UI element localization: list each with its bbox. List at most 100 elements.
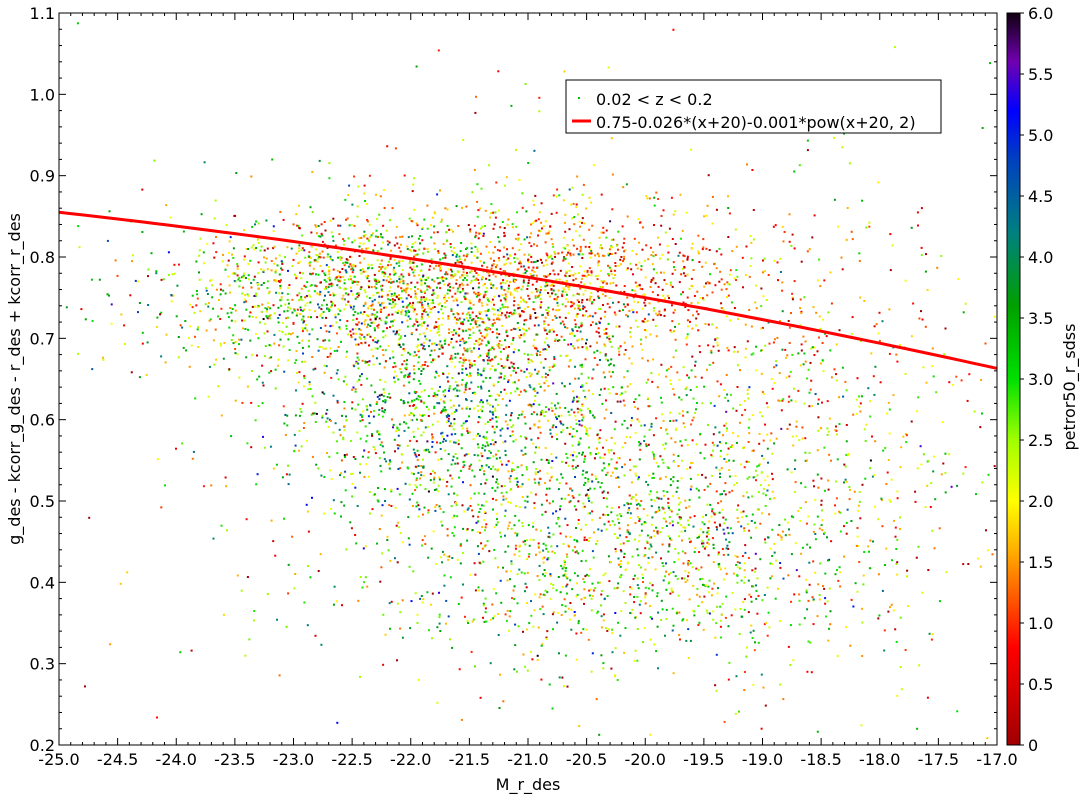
data-point bbox=[395, 330, 398, 333]
data-point bbox=[412, 355, 415, 357]
data-point bbox=[566, 244, 569, 247]
data-point bbox=[323, 512, 326, 515]
data-point bbox=[416, 301, 419, 304]
data-point bbox=[295, 350, 298, 352]
data-point bbox=[423, 449, 426, 452]
data-point bbox=[682, 291, 684, 294]
data-point bbox=[290, 247, 293, 250]
data-point bbox=[377, 487, 380, 489]
data-point bbox=[537, 370, 540, 373]
data-point bbox=[413, 451, 416, 454]
data-point bbox=[242, 274, 245, 277]
data-point bbox=[357, 321, 360, 324]
data-point bbox=[568, 618, 571, 621]
data-point bbox=[416, 265, 419, 268]
data-point bbox=[91, 319, 94, 322]
data-point bbox=[474, 269, 477, 272]
data-point bbox=[324, 274, 327, 277]
data-point bbox=[315, 232, 318, 235]
data-point bbox=[351, 401, 354, 404]
data-point bbox=[315, 225, 318, 228]
data-point bbox=[560, 473, 563, 476]
data-point bbox=[418, 237, 420, 240]
data-point bbox=[413, 390, 416, 393]
data-point bbox=[402, 384, 405, 387]
data-point bbox=[524, 499, 527, 502]
data-point bbox=[294, 273, 296, 276]
data-point bbox=[626, 296, 629, 299]
data-point bbox=[454, 395, 457, 398]
data-point bbox=[247, 248, 250, 250]
data-point bbox=[384, 380, 387, 383]
data-point bbox=[491, 439, 494, 442]
data-point bbox=[438, 348, 441, 351]
data-point bbox=[806, 608, 809, 611]
data-point bbox=[301, 339, 304, 342]
data-point bbox=[724, 567, 727, 570]
data-point bbox=[436, 294, 439, 297]
data-point bbox=[248, 638, 251, 641]
data-point bbox=[90, 278, 93, 281]
data-point bbox=[261, 402, 264, 405]
data-point bbox=[362, 410, 365, 413]
data-point bbox=[554, 255, 556, 258]
data-point bbox=[628, 357, 631, 360]
data-point bbox=[468, 299, 471, 302]
data-point bbox=[472, 618, 475, 621]
data-point bbox=[344, 375, 347, 378]
data-point bbox=[501, 312, 503, 315]
data-point bbox=[287, 302, 290, 305]
data-point bbox=[471, 469, 474, 472]
data-point bbox=[219, 342, 222, 345]
data-point bbox=[439, 258, 442, 261]
data-point bbox=[557, 273, 560, 276]
data-point bbox=[141, 331, 144, 334]
data-point bbox=[550, 238, 553, 241]
data-point bbox=[517, 485, 520, 488]
data-point bbox=[578, 272, 580, 275]
data-point bbox=[527, 361, 530, 364]
data-point bbox=[543, 415, 546, 417]
data-point bbox=[543, 341, 546, 344]
data-point bbox=[443, 401, 446, 404]
data-point bbox=[477, 373, 479, 376]
data-point bbox=[675, 490, 678, 493]
data-point bbox=[508, 254, 511, 257]
data-point bbox=[704, 323, 707, 325]
data-point bbox=[489, 282, 492, 285]
data-point bbox=[536, 289, 539, 292]
data-point bbox=[352, 332, 355, 335]
data-point bbox=[413, 351, 416, 354]
data-point bbox=[376, 542, 378, 545]
data-point bbox=[691, 355, 694, 358]
data-point bbox=[359, 413, 362, 416]
data-point bbox=[571, 329, 574, 332]
data-point bbox=[510, 342, 513, 345]
data-point bbox=[769, 497, 771, 500]
data-point bbox=[534, 451, 537, 454]
data-point bbox=[470, 279, 473, 282]
data-point bbox=[417, 398, 420, 401]
data-point bbox=[567, 410, 570, 413]
data-point bbox=[481, 318, 484, 321]
data-point bbox=[567, 464, 570, 467]
data-point bbox=[572, 467, 575, 470]
data-point bbox=[388, 302, 391, 305]
data-point bbox=[433, 225, 436, 228]
data-point bbox=[203, 161, 206, 164]
data-point bbox=[736, 364, 739, 367]
data-point bbox=[841, 268, 844, 271]
data-point bbox=[452, 299, 455, 302]
data-point bbox=[544, 329, 547, 332]
data-point bbox=[674, 269, 677, 271]
data-point bbox=[619, 563, 622, 565]
data-point bbox=[518, 506, 521, 509]
data-point bbox=[535, 446, 538, 449]
data-point bbox=[646, 540, 649, 543]
data-point bbox=[681, 550, 684, 553]
data-point bbox=[274, 257, 277, 260]
data-point bbox=[532, 625, 535, 628]
data-point bbox=[603, 376, 606, 379]
data-point bbox=[590, 252, 593, 255]
data-point bbox=[486, 334, 489, 337]
